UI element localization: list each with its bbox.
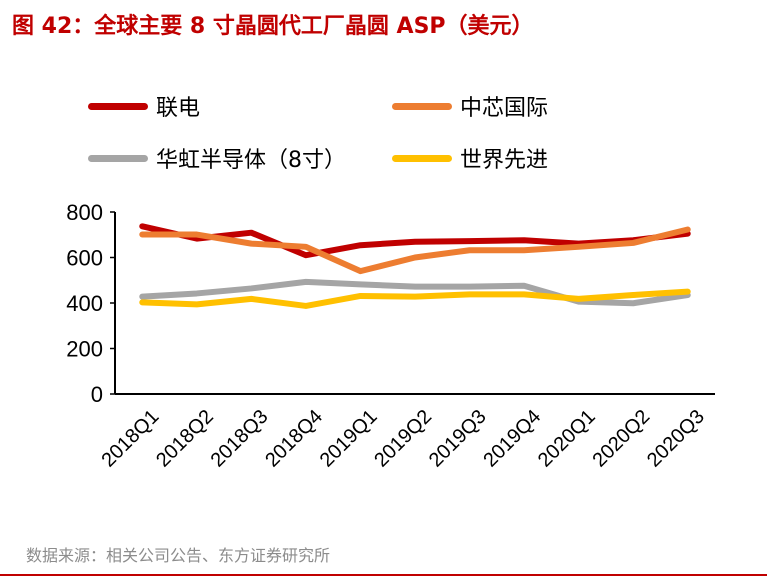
legend-label: 世界先进 [460,148,549,173]
series-line-0 [139,223,691,259]
legend-swatch [88,102,148,110]
legend-item-smic: 中芯国际 [392,90,548,122]
line-chart: 02004006008002018Q12018Q22018Q32018Q4201… [66,200,715,472]
x-tick-label: 2020Q2 [588,406,654,472]
legend-label: 联电 [156,96,201,121]
x-tick-label: 2018Q1 [98,406,164,472]
y-tick-label: 600 [66,246,103,271]
y-tick-label: 200 [66,337,103,362]
x-tick-label: 2019Q1 [316,406,382,472]
x-tick-label: 2018Q2 [152,406,218,472]
x-tick-label: 2019Q3 [425,406,491,472]
series-line-2 [139,278,691,307]
legend-label: 中芯国际 [460,96,549,121]
figure-title: 图 42：全球主要 8 寸晶圆代工厂晶圆 ASP（美元） [12,14,534,39]
x-tick-label: 2020Q3 [643,406,709,472]
legend-item-huahong: 华虹半导体（8寸） [88,142,346,174]
series-line-3 [139,288,691,309]
x-tick-label: 2019Q4 [479,406,545,472]
legend-swatch [392,154,452,162]
legend-label: 华虹半导体（8寸） [156,148,346,173]
y-tick-label: 800 [66,200,103,225]
series-line-1 [139,226,691,275]
y-tick-label: 400 [66,291,103,316]
x-tick-label: 2019Q2 [370,406,436,472]
y-tick-label: 0 [91,382,103,407]
legend-item-vis: 世界先进 [392,142,548,174]
source-note: 数据来源：相关公司公告、东方证券研究所 [26,546,331,565]
x-tick-label: 2018Q3 [207,406,273,472]
legend-swatch [392,102,452,110]
legend-swatch [88,154,148,162]
bottom-divider [0,574,767,576]
legend-item-umc: 联电 [88,90,200,122]
x-tick-label: 2018Q4 [261,406,327,472]
x-tick-label: 2020Q1 [534,406,600,472]
